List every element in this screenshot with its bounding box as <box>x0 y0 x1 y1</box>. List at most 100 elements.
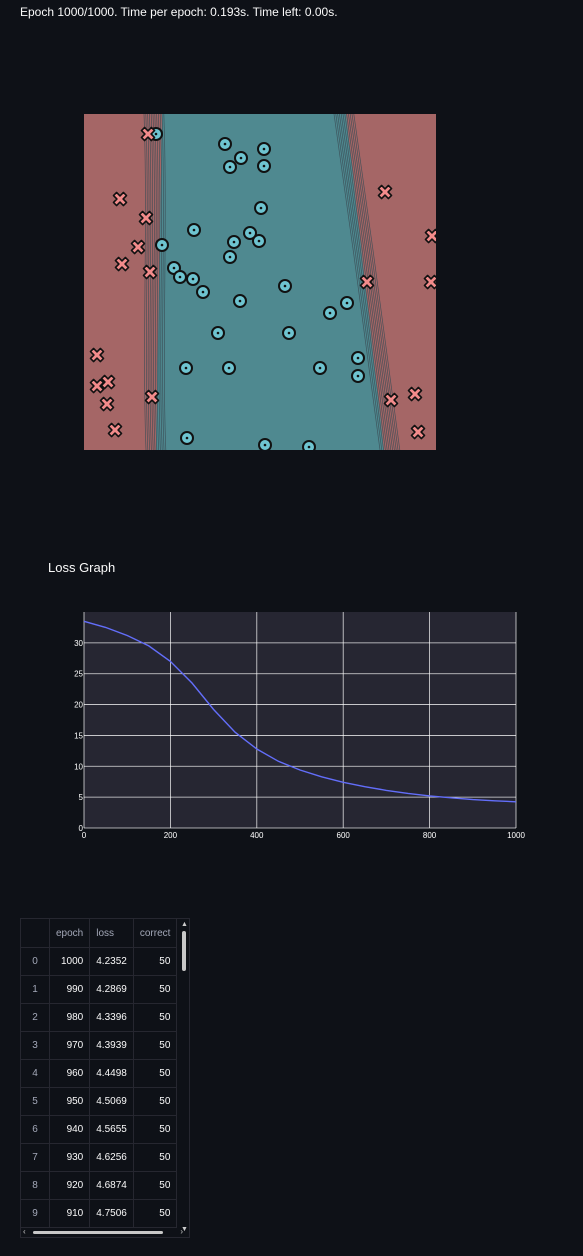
contour-line <box>156 114 159 450</box>
class-x-marker <box>138 210 154 226</box>
class-x-marker <box>423 274 436 290</box>
cell-epoch[interactable]: 940 <box>49 1115 91 1144</box>
x-tick-label: 600 <box>337 831 351 840</box>
cell-epoch[interactable]: 970 <box>49 1031 91 1060</box>
contour-line <box>143 114 147 450</box>
x-tick-label: 200 <box>164 831 178 840</box>
class-o-point-center <box>192 228 196 232</box>
table-row[interactable]: 9 910 4.7506 50 <box>21 1199 178 1228</box>
contour-line <box>335 114 383 450</box>
loss-chart-svg: 0 5 10 15 20 25 30 0 200 400 600 800 1000 <box>74 612 525 840</box>
contour-line <box>150 114 154 450</box>
contour-line <box>149 114 152 450</box>
class-x-marker <box>359 274 375 290</box>
class-x-point <box>130 239 146 255</box>
cell-epoch[interactable]: 960 <box>49 1059 91 1088</box>
table-row[interactable]: 3 970 4.3939 50 <box>21 1031 178 1060</box>
cell-correct[interactable]: 50 <box>133 975 178 1004</box>
vertical-scrollbar[interactable]: ▲ ▼ <box>181 921 188 1233</box>
cell-epoch[interactable]: 1000 <box>49 947 91 976</box>
cell-correct[interactable]: 50 <box>133 1199 178 1228</box>
class-o-point-center <box>185 436 189 440</box>
contour-lines <box>143 114 401 450</box>
table-row[interactable]: 6 940 4.5655 50 <box>21 1115 178 1144</box>
cell-loss[interactable]: 4.3939 <box>89 1031 134 1060</box>
cell-epoch[interactable]: 930 <box>49 1143 91 1172</box>
cell-loss[interactable]: 4.2352 <box>89 947 134 976</box>
cell-loss[interactable]: 4.6874 <box>89 1171 134 1200</box>
class-o-point-center <box>227 366 231 370</box>
cell-loss[interactable]: 4.7506 <box>89 1199 134 1228</box>
cell-correct[interactable]: 50 <box>133 1031 178 1060</box>
class-o-point-center <box>191 277 195 281</box>
row-index: 6 <box>21 1115 50 1144</box>
cell-loss[interactable]: 4.5069 <box>89 1087 134 1116</box>
cell-loss[interactable]: 4.4498 <box>89 1059 134 1088</box>
scroll-right-icon[interactable]: › <box>180 1227 183 1236</box>
cell-loss[interactable]: 4.3396 <box>89 1003 134 1032</box>
class-x-marker <box>107 422 123 438</box>
cell-correct[interactable]: 50 <box>133 1003 178 1032</box>
class-x-point <box>410 424 426 440</box>
class-o-point-center <box>328 311 332 315</box>
class-o-point-center <box>216 331 220 335</box>
class-x-point <box>99 396 115 412</box>
cell-epoch[interactable]: 990 <box>49 975 91 1004</box>
loss-plot-area <box>84 612 516 828</box>
class-o-point-center <box>232 240 236 244</box>
class-o-point-center <box>356 356 360 360</box>
y-tick-label: 30 <box>74 639 83 648</box>
horizontal-scroll-thumb[interactable] <box>33 1231 163 1234</box>
vertical-scroll-thumb[interactable] <box>182 931 186 971</box>
decision-boundary-svg <box>84 114 436 450</box>
y-tick-label: 5 <box>79 793 84 802</box>
row-index: 1 <box>21 975 50 1004</box>
cell-correct[interactable]: 50 <box>133 1087 178 1116</box>
scroll-left-icon[interactable]: ‹ <box>23 1227 26 1236</box>
table-row[interactable]: 0 1000 4.2352 50 <box>21 947 178 976</box>
column-header-epoch[interactable]: epoch <box>49 919 91 948</box>
table-row[interactable]: 8 920 4.6874 50 <box>21 1171 178 1200</box>
contour-line <box>349 114 397 450</box>
cell-correct[interactable]: 50 <box>133 1059 178 1088</box>
table-row[interactable]: 7 930 4.6256 50 <box>21 1143 178 1172</box>
cell-loss[interactable]: 4.5655 <box>89 1115 134 1144</box>
cell-correct[interactable]: 50 <box>133 1115 178 1144</box>
scroll-up-icon[interactable]: ▲ <box>181 921 188 928</box>
class-o-point-center <box>318 366 322 370</box>
class-x-marker <box>89 378 105 394</box>
cell-correct[interactable]: 50 <box>133 1171 178 1200</box>
class-o-point-center <box>184 366 188 370</box>
cell-correct[interactable]: 50 <box>133 1143 178 1172</box>
cell-correct[interactable]: 50 <box>133 947 178 976</box>
cell-epoch[interactable]: 950 <box>49 1087 91 1116</box>
class-o-point-center <box>228 255 232 259</box>
cell-epoch[interactable]: 980 <box>49 1003 91 1032</box>
row-index: 3 <box>21 1031 50 1060</box>
column-header-correct[interactable]: correct <box>133 919 178 948</box>
contour-line <box>145 114 149 450</box>
class-o-point-center <box>356 374 360 378</box>
class-x-point <box>138 210 154 226</box>
class-x-point <box>112 191 128 207</box>
class-x-point <box>142 264 158 280</box>
loss-line <box>83 620 517 803</box>
table-row[interactable]: 1 990 4.2869 50 <box>21 975 178 1004</box>
class-x-marker <box>424 228 436 244</box>
row-index: 0 <box>21 947 50 976</box>
class-o-point-center <box>223 142 227 146</box>
decision-boundary-plot <box>84 114 436 450</box>
class-x-point <box>424 228 436 244</box>
table-row[interactable]: 5 950 4.5069 50 <box>21 1087 178 1116</box>
scroll-down-icon[interactable]: ▼ <box>181 1226 188 1233</box>
cell-epoch[interactable]: 910 <box>49 1199 91 1228</box>
cell-loss[interactable]: 4.2869 <box>89 975 134 1004</box>
epoch-table[interactable]: epoch loss correct 0 1000 4.2352 50 1 990 4.28… <box>20 918 190 1238</box>
table-row[interactable]: 2 980 4.3396 50 <box>21 1003 178 1032</box>
contour-line <box>152 114 156 450</box>
column-header-loss[interactable]: loss <box>89 919 134 948</box>
cell-epoch[interactable]: 920 <box>49 1171 91 1200</box>
table-row[interactable]: 4 960 4.4498 50 <box>21 1059 178 1088</box>
cell-loss[interactable]: 4.6256 <box>89 1143 134 1172</box>
horizontal-scrollbar[interactable]: ‹ › <box>23 1227 183 1236</box>
